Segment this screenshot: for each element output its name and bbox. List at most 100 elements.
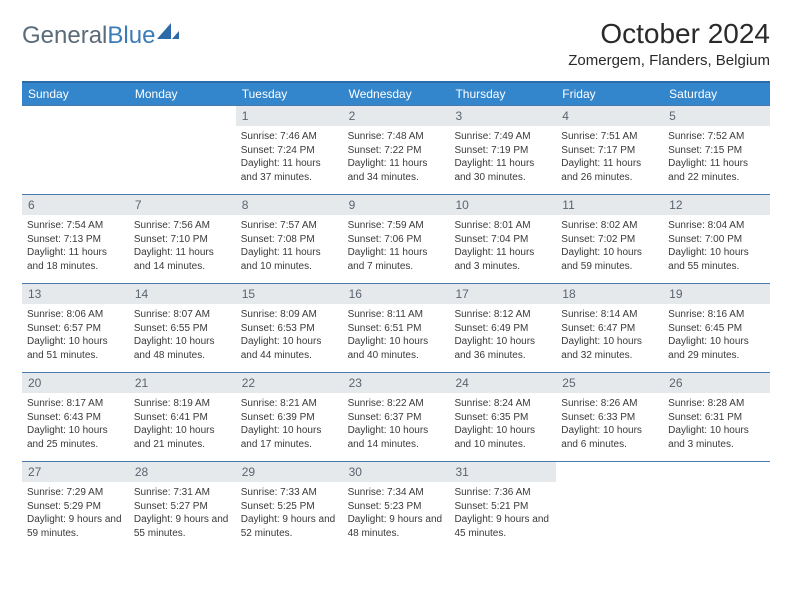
sunset-text: Sunset: 6:45 PM [668,322,765,336]
day-27: 27Sunrise: 7:29 AMSunset: 5:29 PMDayligh… [22,462,129,550]
day-number: 25 [556,373,663,393]
daylight-text: Daylight: 11 hours and 10 minutes. [241,246,338,273]
day-number: 20 [22,373,129,393]
day-content: Sunrise: 8:01 AMSunset: 7:04 PMDaylight:… [449,215,556,279]
sunset-text: Sunset: 6:41 PM [134,411,231,425]
day-number: 23 [343,373,450,393]
daylight-text: Daylight: 10 hours and 40 minutes. [348,335,445,362]
day-18: 18Sunrise: 8:14 AMSunset: 6:47 PMDayligh… [556,284,663,372]
sunset-text: Sunset: 7:08 PM [241,233,338,247]
daylight-text: Daylight: 11 hours and 26 minutes. [561,157,658,184]
daylight-text: Daylight: 10 hours and 29 minutes. [668,335,765,362]
daylight-text: Daylight: 10 hours and 44 minutes. [241,335,338,362]
day-number: 19 [663,284,770,304]
day-number: 11 [556,195,663,215]
sunset-text: Sunset: 7:22 PM [348,144,445,158]
day-empty [129,106,236,194]
sunset-text: Sunset: 7:04 PM [454,233,551,247]
week-row: 6Sunrise: 7:54 AMSunset: 7:13 PMDaylight… [22,194,770,283]
day-content: Sunrise: 8:12 AMSunset: 6:49 PMDaylight:… [449,304,556,368]
daylight-text: Daylight: 11 hours and 37 minutes. [241,157,338,184]
weekday-saturday: Saturday [663,83,770,105]
sunset-text: Sunset: 7:24 PM [241,144,338,158]
day-number: 7 [129,195,236,215]
day-content: Sunrise: 8:17 AMSunset: 6:43 PMDaylight:… [22,393,129,457]
logo-text: GeneralBlue [22,22,155,50]
header: GeneralBlue October 2024 Zomergem, Fland… [22,18,770,69]
day-14: 14Sunrise: 8:07 AMSunset: 6:55 PMDayligh… [129,284,236,372]
daylight-text: Daylight: 10 hours and 59 minutes. [561,246,658,273]
day-number: 28 [129,462,236,482]
logo: GeneralBlue [22,22,179,50]
day-number: 26 [663,373,770,393]
sunrise-text: Sunrise: 7:52 AM [668,130,765,144]
sunrise-text: Sunrise: 8:07 AM [134,308,231,322]
daylight-text: Daylight: 10 hours and 32 minutes. [561,335,658,362]
week-row: 13Sunrise: 8:06 AMSunset: 6:57 PMDayligh… [22,283,770,372]
sunset-text: Sunset: 5:23 PM [348,500,445,514]
day-6: 6Sunrise: 7:54 AMSunset: 7:13 PMDaylight… [22,195,129,283]
day-number: 10 [449,195,556,215]
day-content: Sunrise: 8:28 AMSunset: 6:31 PMDaylight:… [663,393,770,457]
sunrise-text: Sunrise: 8:24 AM [454,397,551,411]
day-11: 11Sunrise: 8:02 AMSunset: 7:02 PMDayligh… [556,195,663,283]
day-number: 6 [22,195,129,215]
sunrise-text: Sunrise: 8:19 AM [134,397,231,411]
day-25: 25Sunrise: 8:26 AMSunset: 6:33 PMDayligh… [556,373,663,461]
sunset-text: Sunset: 6:53 PM [241,322,338,336]
day-29: 29Sunrise: 7:33 AMSunset: 5:25 PMDayligh… [236,462,343,550]
daylight-text: Daylight: 10 hours and 10 minutes. [454,424,551,451]
day-content: Sunrise: 8:19 AMSunset: 6:41 PMDaylight:… [129,393,236,457]
day-number: 17 [449,284,556,304]
daylight-text: Daylight: 11 hours and 30 minutes. [454,157,551,184]
day-content: Sunrise: 7:29 AMSunset: 5:29 PMDaylight:… [22,482,129,546]
day-empty [663,462,770,550]
sunrise-text: Sunrise: 7:51 AM [561,130,658,144]
month-title: October 2024 [568,18,770,50]
sunrise-text: Sunrise: 8:21 AM [241,397,338,411]
day-content: Sunrise: 8:04 AMSunset: 7:00 PMDaylight:… [663,215,770,279]
day-content: Sunrise: 8:02 AMSunset: 7:02 PMDaylight:… [556,215,663,279]
day-5: 5Sunrise: 7:52 AMSunset: 7:15 PMDaylight… [663,106,770,194]
location: Zomergem, Flanders, Belgium [568,52,770,69]
sunset-text: Sunset: 7:02 PM [561,233,658,247]
sunrise-text: Sunrise: 7:36 AM [454,486,551,500]
day-number: 9 [343,195,450,215]
day-content: Sunrise: 7:36 AMSunset: 5:21 PMDaylight:… [449,482,556,546]
day-26: 26Sunrise: 8:28 AMSunset: 6:31 PMDayligh… [663,373,770,461]
sunset-text: Sunset: 7:00 PM [668,233,765,247]
day-empty [556,462,663,550]
day-content: Sunrise: 8:09 AMSunset: 6:53 PMDaylight:… [236,304,343,368]
daylight-text: Daylight: 11 hours and 3 minutes. [454,246,551,273]
day-content: Sunrise: 8:21 AMSunset: 6:39 PMDaylight:… [236,393,343,457]
sunset-text: Sunset: 5:21 PM [454,500,551,514]
sail-icon [157,23,179,41]
sunset-text: Sunset: 6:33 PM [561,411,658,425]
sunrise-text: Sunrise: 8:14 AM [561,308,658,322]
daylight-text: Daylight: 11 hours and 7 minutes. [348,246,445,273]
sunrise-text: Sunrise: 7:31 AM [134,486,231,500]
day-7: 7Sunrise: 7:56 AMSunset: 7:10 PMDaylight… [129,195,236,283]
day-number: 4 [556,106,663,126]
sunset-text: Sunset: 6:57 PM [27,322,124,336]
day-30: 30Sunrise: 7:34 AMSunset: 5:23 PMDayligh… [343,462,450,550]
sunrise-text: Sunrise: 7:33 AM [241,486,338,500]
day-content: Sunrise: 7:31 AMSunset: 5:27 PMDaylight:… [129,482,236,546]
sunrise-text: Sunrise: 8:04 AM [668,219,765,233]
sunset-text: Sunset: 7:19 PM [454,144,551,158]
daylight-text: Daylight: 10 hours and 55 minutes. [668,246,765,273]
sunset-text: Sunset: 6:39 PM [241,411,338,425]
sunrise-text: Sunrise: 8:28 AM [668,397,765,411]
daylight-text: Daylight: 10 hours and 6 minutes. [561,424,658,451]
sunrise-text: Sunrise: 7:46 AM [241,130,338,144]
title-block: October 2024 Zomergem, Flanders, Belgium [568,18,770,69]
daylight-text: Daylight: 10 hours and 51 minutes. [27,335,124,362]
daylight-text: Daylight: 11 hours and 18 minutes. [27,246,124,273]
sunrise-text: Sunrise: 8:01 AM [454,219,551,233]
weekday-thursday: Thursday [449,83,556,105]
day-3: 3Sunrise: 7:49 AMSunset: 7:19 PMDaylight… [449,106,556,194]
daylight-text: Daylight: 10 hours and 21 minutes. [134,424,231,451]
day-number: 8 [236,195,343,215]
week-row: 27Sunrise: 7:29 AMSunset: 5:29 PMDayligh… [22,461,770,550]
logo-general: General [22,22,107,49]
